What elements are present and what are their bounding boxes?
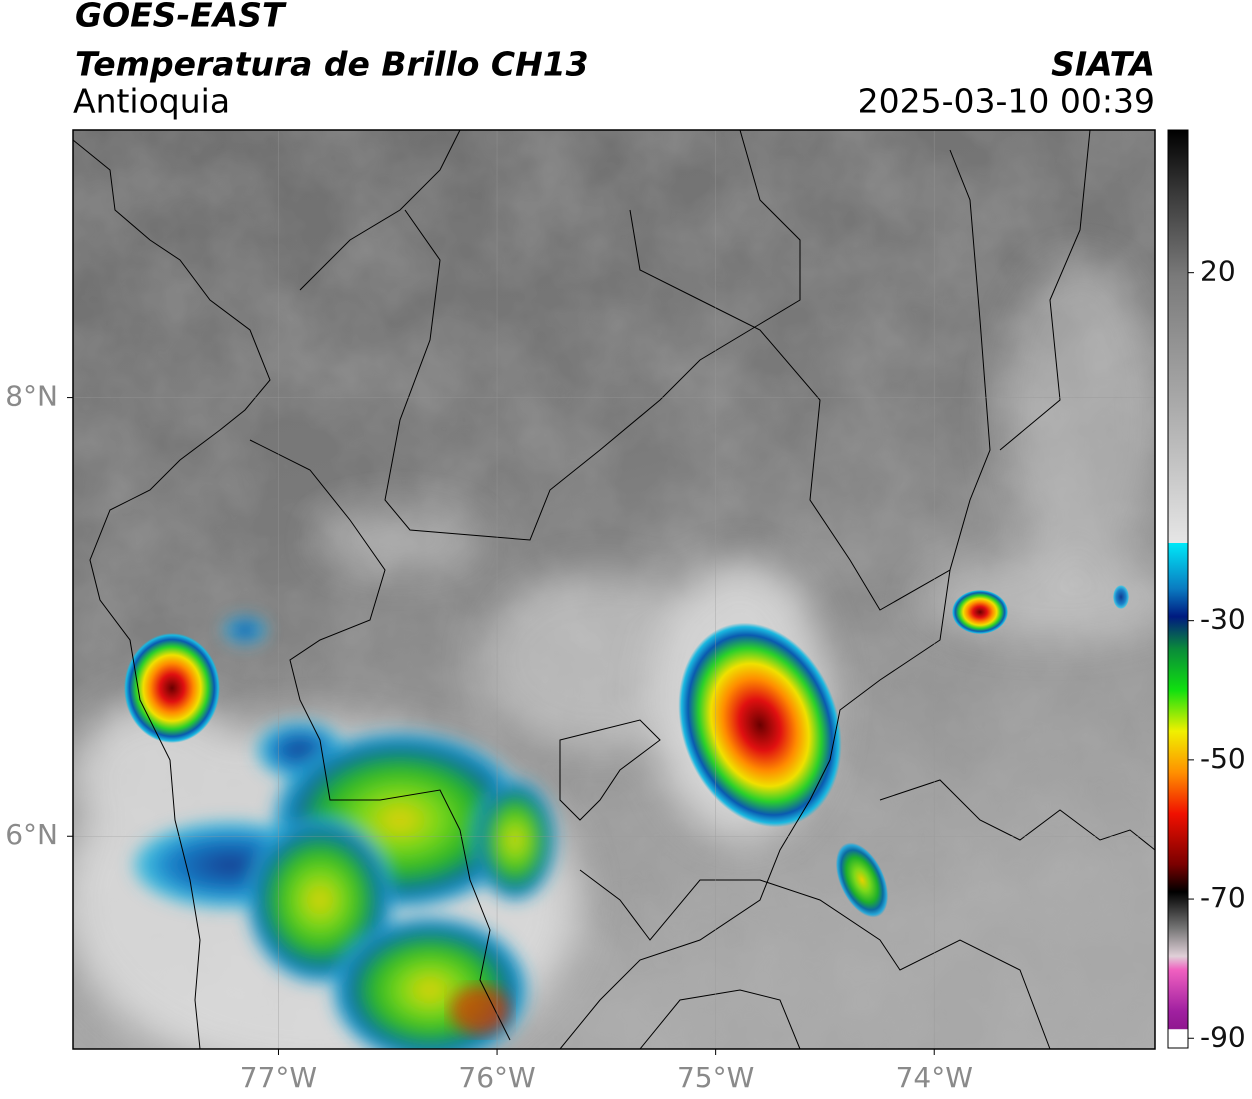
x-tick-label: 76°W [458,1061,535,1094]
colorbar [1167,129,1189,1049]
region: Antioquia [73,82,230,121]
x-tick-label: 74°W [896,1061,973,1094]
y-tick-label: 6°N [5,818,58,851]
x-tick-label: 77°W [240,1061,317,1094]
borders [73,130,1155,1049]
grid [73,130,1155,1049]
colorbar-tick-label: -30 [1200,603,1246,636]
source: SIATA [1051,45,1155,84]
colorbar-tick-label: -70 [1200,881,1246,914]
map-frame [72,129,1156,1050]
colorbar-tick-label: -50 [1200,742,1246,775]
y-tick-label: 8°N [5,380,58,413]
satellite-image [73,130,1155,1049]
subtitle: Temperatura de Brillo CH13 [75,45,589,84]
timestamp: 2025-03-10 00:39 [858,82,1155,121]
x-tick-label: 75°W [677,1061,754,1094]
title: GOES-EAST [75,0,287,35]
colorbar-tick-label: 20 [1200,255,1236,288]
colorbar-tick-label: -90 [1200,1020,1246,1053]
